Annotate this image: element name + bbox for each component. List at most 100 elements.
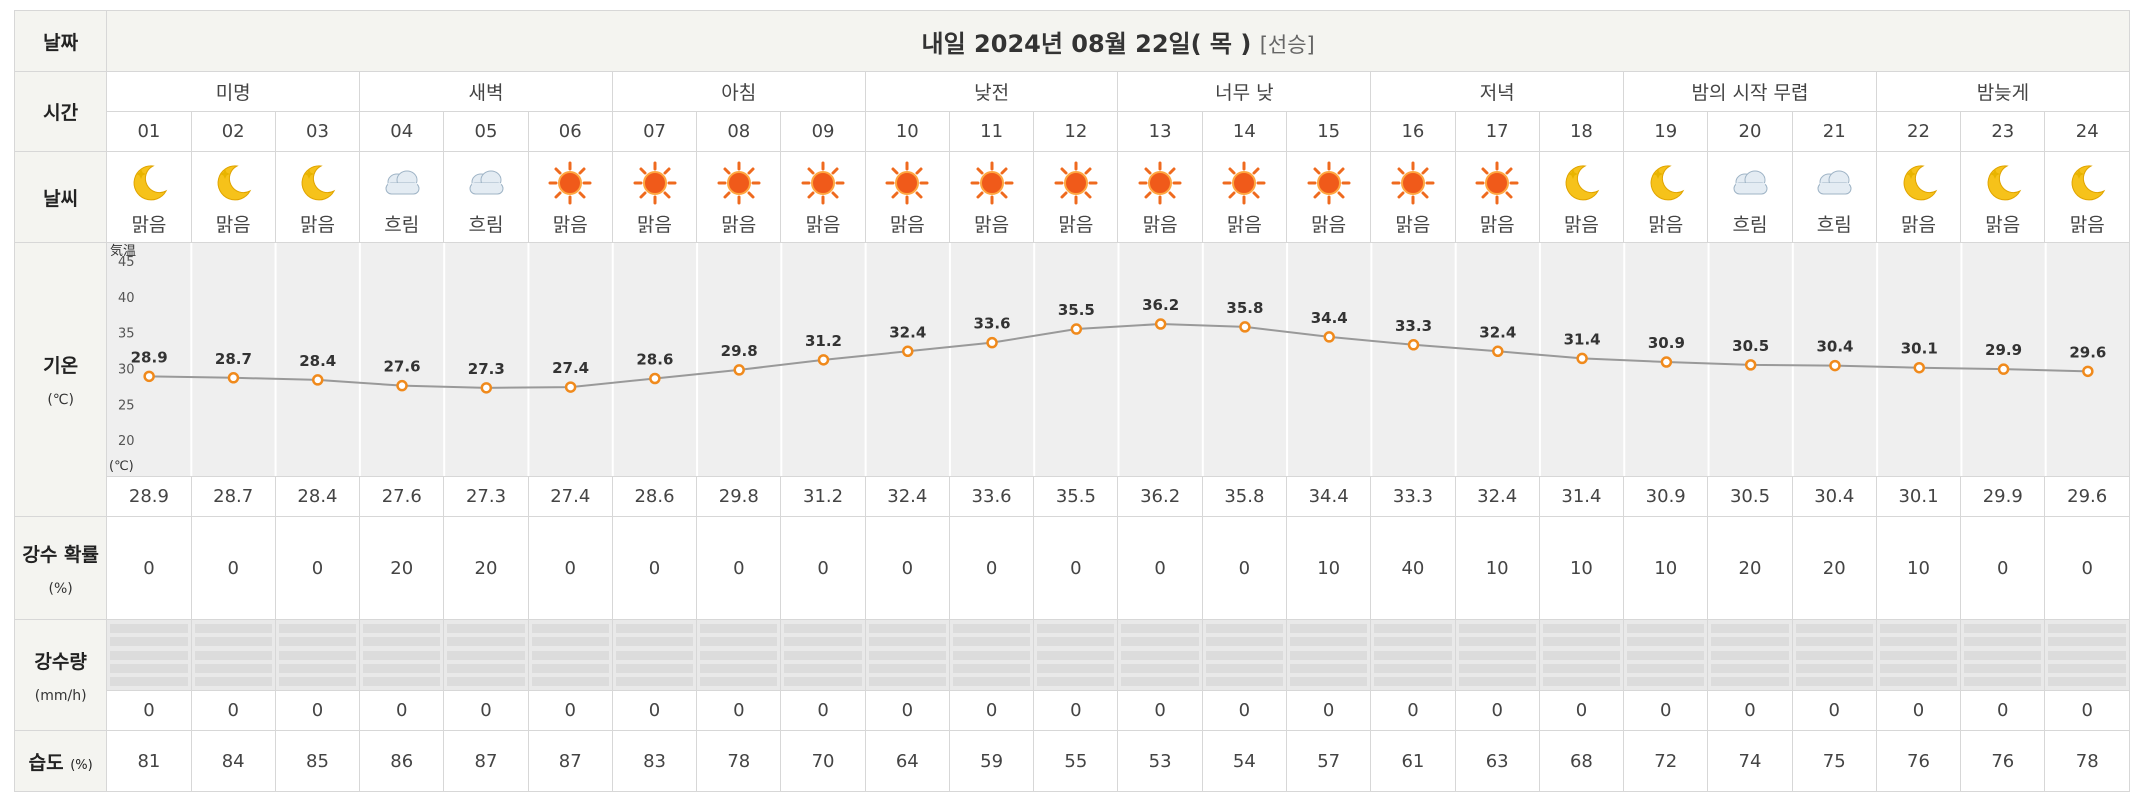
precip-bar-segment: [1205, 650, 1284, 660]
sun-icon: [1034, 161, 1117, 205]
sun-icon: [613, 161, 696, 205]
precip-bar-segment: [1795, 677, 1873, 686]
temperature-data-label: 32.4: [1480, 323, 1517, 341]
precip-bar-segment: [1458, 624, 1536, 633]
precip-bar-segment: [1627, 663, 1705, 673]
temperature-data-label: 27.6: [384, 358, 421, 376]
temperature-point: [1576, 352, 1589, 365]
pop-cell: 40: [1370, 516, 1456, 620]
precip-bar-cell: [1454, 619, 1540, 691]
temperature-data-label: 27.3: [468, 360, 505, 378]
precip-bar-segment: [1795, 650, 1873, 660]
weather-cell: 맑음: [1033, 151, 1119, 243]
precip-bar-cell: [2044, 619, 2130, 691]
temp-cell: 27.3: [443, 476, 529, 517]
humidity-unit: (%): [70, 757, 93, 773]
temperature-data-label: 27.4: [552, 359, 589, 377]
weather-cell: 맑음: [1623, 151, 1709, 243]
precip-bar-segment: [1964, 624, 2042, 633]
precip-bar: [1964, 624, 2042, 686]
temp-cell: 31.2: [780, 476, 866, 517]
temperature-data-label: 36.2: [1142, 296, 1179, 314]
temp-cell: 29.6: [2044, 476, 2130, 517]
moon-icon: [1961, 161, 2044, 205]
precip-bar-segment: [363, 650, 441, 660]
precip-bar-segment: [447, 624, 525, 633]
temperature-point: [1745, 359, 1757, 371]
hour-cell: 09: [780, 111, 866, 152]
temperature-point: [902, 345, 914, 358]
precip-bar-segment: [1627, 677, 1705, 686]
pop-cell: 0: [190, 516, 276, 620]
humidity-cell: 84: [190, 730, 276, 792]
period-row: 시간 미명 새벽 아침 낮전 너무 낮 저녁 밤의 시작 무렵 밤늦게: [13, 71, 2131, 152]
pop-cell: 0: [274, 516, 361, 620]
precip-bar-segment: [1542, 650, 1621, 660]
precip-bar-cell: [1791, 619, 1877, 691]
precip-bar-segment: [278, 663, 357, 673]
weather-text: 맑음: [1395, 214, 1431, 236]
precip-bar-segment: [1374, 663, 1452, 673]
sun-icon: [950, 161, 1033, 205]
humidity-row: 습도 (%) 81 84 85 86 87 87 83 78 70 64 59 55 53 54 57 61 6…: [13, 730, 2130, 792]
temp-label-text: 기온: [43, 355, 79, 377]
temp-cell: 35.8: [1201, 476, 1288, 517]
precip-bar: [531, 624, 609, 686]
precip-bar-segment: [1121, 650, 1199, 660]
humidity-cell: 72: [1623, 730, 1709, 792]
temp-cell: 27.4: [527, 476, 613, 517]
precip-bar: [615, 624, 694, 686]
pop-cell: 20: [1707, 516, 1793, 620]
chart-ytick-label: 45: [118, 255, 135, 270]
chart-ytick-label: 40: [118, 291, 135, 306]
temperature-data-label: 35.8: [1227, 299, 1264, 317]
temp-cell: 36.2: [1117, 476, 1203, 517]
weather-cell: 맑음: [1286, 151, 1372, 243]
temperature-data-label: 30.9: [1648, 334, 1685, 352]
precip-bar-segment: [615, 637, 694, 647]
precip-bar-segment: [615, 650, 694, 660]
hour-cell: 17: [1454, 111, 1540, 152]
weather-text: 흐림: [468, 214, 504, 236]
pop-cell: 10: [1538, 516, 1625, 620]
precip-bar-cell: [527, 619, 613, 691]
precip-bar-segment: [1290, 624, 1368, 633]
humidity-cell: 55: [1033, 730, 1119, 792]
humidity-cell: 78: [2044, 730, 2130, 792]
weather-cell: 흐림: [443, 151, 529, 243]
precip-bar-cell: [1623, 619, 1709, 691]
moon-icon: [192, 161, 275, 205]
hour-cell: 04: [359, 111, 445, 152]
pop-cell: 10: [1623, 516, 1709, 620]
precip-cell: 0: [948, 690, 1035, 731]
precip-bar-segment: [2048, 637, 2126, 647]
precip-bar-segment: [194, 624, 272, 633]
precip-cell: 0: [1791, 690, 1877, 731]
temp-cell: 28.4: [274, 476, 361, 517]
precip-bar-segment: [1542, 624, 1621, 633]
temperature-point: [1829, 359, 1842, 372]
temperature-data-label: 33.3: [1395, 317, 1432, 335]
precip-bar-segment: [1542, 637, 1621, 647]
weather-text: 맑음: [2069, 214, 2105, 236]
precip-bar-segment: [1627, 637, 1705, 647]
temperature-point: [1913, 361, 1926, 374]
precip-bar-segment: [1879, 650, 1958, 660]
precip-bar: [1037, 624, 1115, 686]
precip-bar-cell: [1033, 619, 1119, 691]
precip-cell: 0: [2044, 690, 2130, 731]
precip-bar-segment: [531, 624, 609, 633]
hour-cell: 20: [1707, 111, 1793, 152]
precip-bar-cell: [1201, 619, 1288, 691]
hour-cell: 16: [1370, 111, 1456, 152]
precip-bar-row: 강수량 (mm/h): [13, 619, 2130, 731]
temp-values-row: 28.9 28.7 28.4 27.6 27.3 27.4 28.6 29.8 31.2 32.4…: [15, 476, 2130, 517]
precip-bar-segment: [615, 663, 694, 673]
temp-cell: 31.4: [1538, 476, 1625, 517]
precip-bar-segment: [363, 637, 441, 647]
temp-graph-row: 기온 (℃) 気温 (℃) 20 25 30 35 40 45 28.9 28.7 28.4 27.6…: [13, 242, 2130, 517]
precip-bar-cell: [1370, 619, 1456, 691]
sun-icon: [529, 161, 612, 205]
precip-bar-segment: [194, 637, 272, 647]
temperature-point: [733, 364, 746, 376]
